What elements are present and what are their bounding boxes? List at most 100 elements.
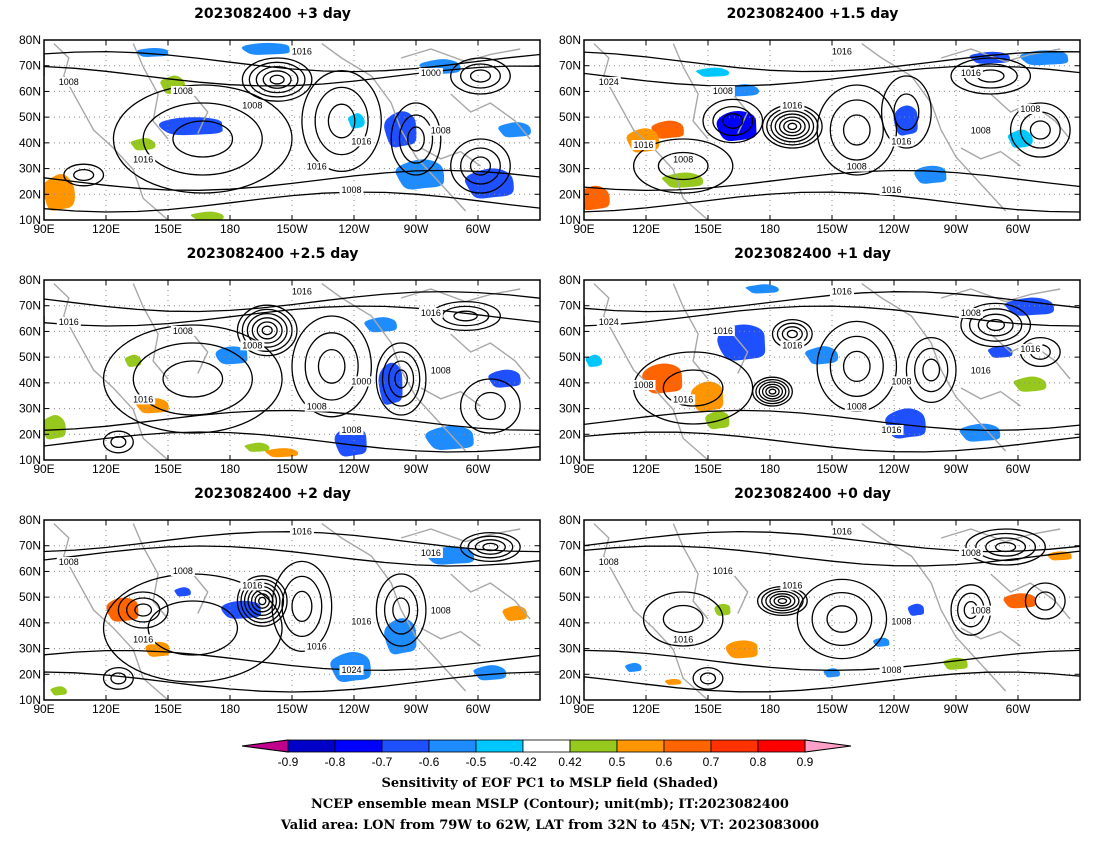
colorbar-swatch	[287, 739, 336, 753]
pressure-contour	[453, 310, 478, 322]
contour-label-bg	[56, 77, 81, 87]
contour-label: 1016	[782, 580, 802, 590]
panel-title: 2023082400 +0 day	[734, 486, 891, 502]
contour-label-bg	[339, 665, 364, 675]
contour-label-bg	[780, 580, 805, 591]
pressure-contour	[816, 320, 898, 413]
sensitivity-patch	[502, 605, 528, 621]
pressure-contour	[126, 597, 161, 623]
coastline	[450, 333, 531, 380]
contour-label: 1016	[782, 100, 802, 110]
pressure-contour	[1029, 120, 1051, 140]
contour-label-bg	[958, 548, 983, 558]
contour-label: 1016	[832, 526, 852, 536]
contour-label-bg	[671, 634, 696, 645]
pressure-contour	[132, 342, 253, 416]
contour-label-bg	[968, 125, 993, 136]
pressure-contour	[162, 360, 224, 398]
contour-label-bg	[170, 86, 195, 96]
pressure-contour	[236, 304, 298, 357]
coastline	[132, 43, 169, 140]
coastline	[450, 573, 531, 620]
sensitivity-patch	[498, 122, 531, 138]
lat-label: 40N	[19, 136, 41, 150]
contour-label: 1016	[673, 394, 693, 404]
sensitivity-patch	[651, 120, 684, 139]
sensitivity-patch	[130, 138, 156, 151]
contour-label: 1008	[961, 548, 981, 558]
lat-label: 30N	[559, 162, 581, 176]
isobar	[584, 305, 1080, 327]
contour-label-bg	[339, 185, 364, 195]
map-plot: 1016 1008 1016 1008 1000 1008 1016 1008 1016 1008…	[19, 273, 541, 476]
contour-label-bg	[418, 548, 443, 558]
contour-label: 1008	[242, 100, 262, 110]
lon-label: 60W	[466, 462, 491, 476]
pressure-contour	[922, 358, 941, 382]
contour-label: 1008	[1020, 104, 1040, 114]
isobar	[584, 671, 1080, 693]
isobar	[584, 65, 1080, 87]
lon-label: 150W	[276, 462, 308, 476]
pressure-contour	[712, 105, 754, 137]
map-plot: 1016 1016 1008 1016 1008 1008 1016 1008 1008 80N 7…	[559, 513, 1081, 716]
pressure-contour	[977, 313, 1014, 337]
pressure-contour	[291, 590, 313, 623]
map-panel-1: 2023082400 +1.5 day 1016 1008 1016 1016 1016…	[540, 6, 1085, 246]
sensitivity-patch	[488, 369, 521, 388]
sensitivity-patch	[716, 111, 757, 142]
contour-label: 1016	[421, 548, 441, 558]
colorbar-swatch	[663, 739, 712, 753]
coastline	[593, 523, 709, 700]
contour-label-bg	[889, 376, 914, 387]
isobar	[44, 409, 540, 432]
coastline	[672, 43, 709, 140]
pressure-contour	[246, 312, 288, 348]
map-panel-3: 2023082400 +1 day 1016 1016 1008 1016 1008 10…	[540, 246, 1085, 486]
contour-label-bg	[428, 365, 453, 376]
pressure-contour	[692, 666, 724, 690]
map-panel-0: 2023082400 +3 day 1016 1008 1000 1008 1016 10…	[0, 6, 545, 246]
contour-label-bg	[596, 557, 621, 567]
lon-label: 150E	[694, 702, 722, 716]
pressure-contour	[842, 350, 871, 383]
pressure-contour	[914, 347, 949, 393]
coastline	[940, 288, 1061, 303]
sensitivity-patch	[44, 415, 66, 440]
contour-label-bg	[844, 401, 869, 412]
lat-label: 40N	[19, 616, 41, 630]
contour-label-bg	[829, 46, 854, 57]
pressure-contour	[314, 86, 369, 156]
map-plot: 1016100810001008101610081016100810081016…	[19, 33, 541, 236]
contour-label: 1016	[133, 154, 153, 164]
lon-label: 120W	[878, 702, 910, 716]
sensitivity-patch	[1004, 297, 1054, 316]
pressure-contour	[774, 113, 810, 140]
sensitivity-patch	[215, 346, 248, 365]
contour-label-bg	[1018, 104, 1043, 114]
pressure-contour	[142, 102, 263, 176]
contour-label: 1016	[133, 394, 153, 404]
sensitivity-patch	[959, 423, 1001, 442]
contour-label-bg	[240, 340, 265, 351]
map-plot: 1016100810161016101610081016102410081016…	[19, 513, 541, 716]
pressure-contour	[261, 325, 273, 336]
map-panel-5: 2023082400 +0 day 1016 1016 1008 1016 1008 10…	[540, 486, 1085, 726]
contour-label-bg	[710, 86, 735, 96]
colorbar-swatch	[334, 739, 383, 753]
pressure-contour	[474, 539, 506, 555]
coastline	[132, 283, 169, 380]
lat-label: 70N	[19, 59, 41, 73]
pressure-contour	[281, 575, 323, 638]
pressure-contour	[375, 573, 427, 647]
pressure-contour	[172, 120, 234, 158]
contour-label-bg	[170, 326, 195, 336]
pressure-contour	[761, 588, 804, 614]
pressure-contour	[392, 597, 411, 623]
contour-label: 1016	[292, 286, 312, 296]
coastline	[132, 523, 169, 620]
sensitivity-patch	[705, 411, 730, 430]
contour-label: 1008	[173, 326, 193, 336]
pressure-contour	[986, 318, 1006, 332]
sensitivity-patch	[265, 448, 299, 458]
